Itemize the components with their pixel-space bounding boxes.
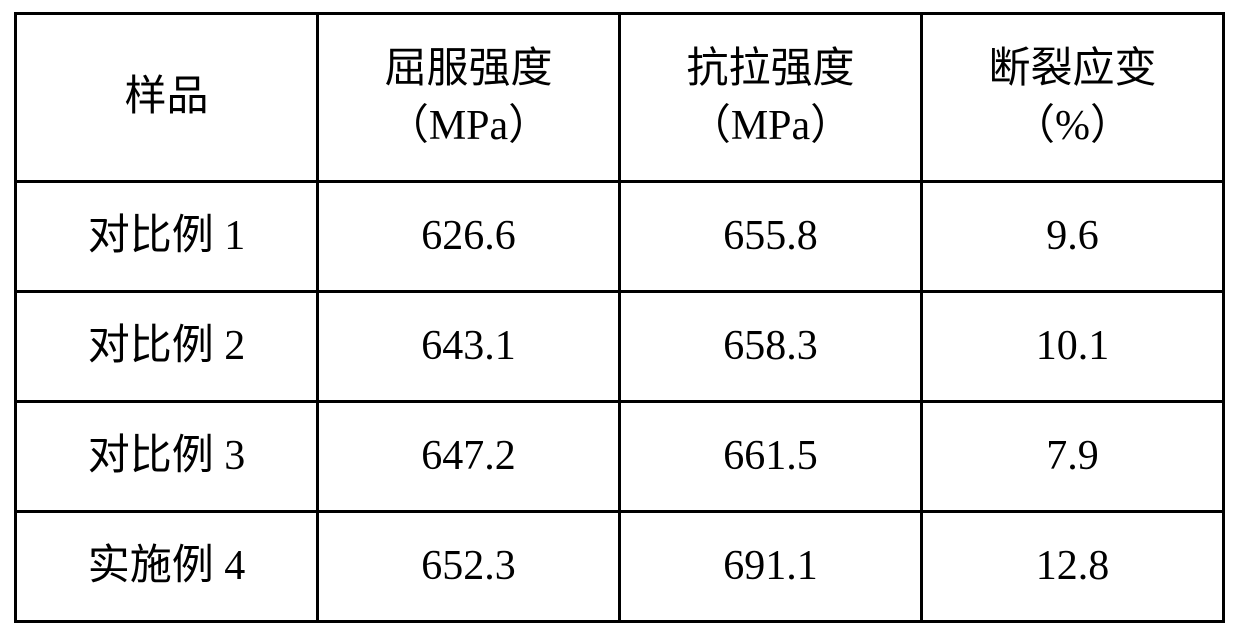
table-row: 实施例 4 652.3 691.1 12.8 [16, 512, 1224, 622]
col-header-fracture-label: 断裂应变 [988, 41, 1156, 98]
table-header-row: 样品 屈服强度 （MPa） 抗拉强度 （MPa） [16, 14, 1224, 182]
cell-sample: 实施例 4 [16, 512, 318, 622]
col-header-fracture: 断裂应变 （%） [922, 14, 1224, 182]
mechanical-properties-table: 样品 屈服强度 （MPa） 抗拉强度 （MPa） [14, 12, 1225, 623]
cell-tensile: 655.8 [620, 182, 922, 292]
cell-fracture: 10.1 [922, 292, 1224, 402]
col-header-sample: 样品 [16, 14, 318, 182]
table-row: 对比例 3 647.2 661.5 7.9 [16, 402, 1224, 512]
col-header-yield-label: 屈服强度 [384, 41, 552, 98]
col-header-tensile-unit: （MPa） [689, 98, 852, 155]
cell-sample: 对比例 3 [16, 402, 318, 512]
cell-sample: 对比例 2 [16, 292, 318, 402]
col-header-yield-unit: （MPa） [387, 98, 550, 155]
cell-tensile: 658.3 [620, 292, 922, 402]
cell-fracture: 9.6 [922, 182, 1224, 292]
cell-tensile: 661.5 [620, 402, 922, 512]
col-header-tensile: 抗拉强度 （MPa） [620, 14, 922, 182]
cell-fracture: 12.8 [922, 512, 1224, 622]
table-row: 对比例 2 643.1 658.3 10.1 [16, 292, 1224, 402]
cell-yield: 652.3 [318, 512, 620, 622]
col-header-yield: 屈服强度 （MPa） [318, 14, 620, 182]
cell-fracture: 7.9 [922, 402, 1224, 512]
col-header-fracture-unit: （%） [1013, 98, 1132, 155]
col-header-tensile-label: 抗拉强度 [686, 41, 854, 98]
col-header-sample-label: 样品 [124, 69, 208, 126]
cell-yield: 643.1 [318, 292, 620, 402]
cell-sample: 对比例 1 [16, 182, 318, 292]
table-row: 对比例 1 626.6 655.8 9.6 [16, 182, 1224, 292]
cell-tensile: 691.1 [620, 512, 922, 622]
table-container: 样品 屈服强度 （MPa） 抗拉强度 （MPa） [0, 0, 1239, 632]
cell-yield: 647.2 [318, 402, 620, 512]
cell-yield: 626.6 [318, 182, 620, 292]
